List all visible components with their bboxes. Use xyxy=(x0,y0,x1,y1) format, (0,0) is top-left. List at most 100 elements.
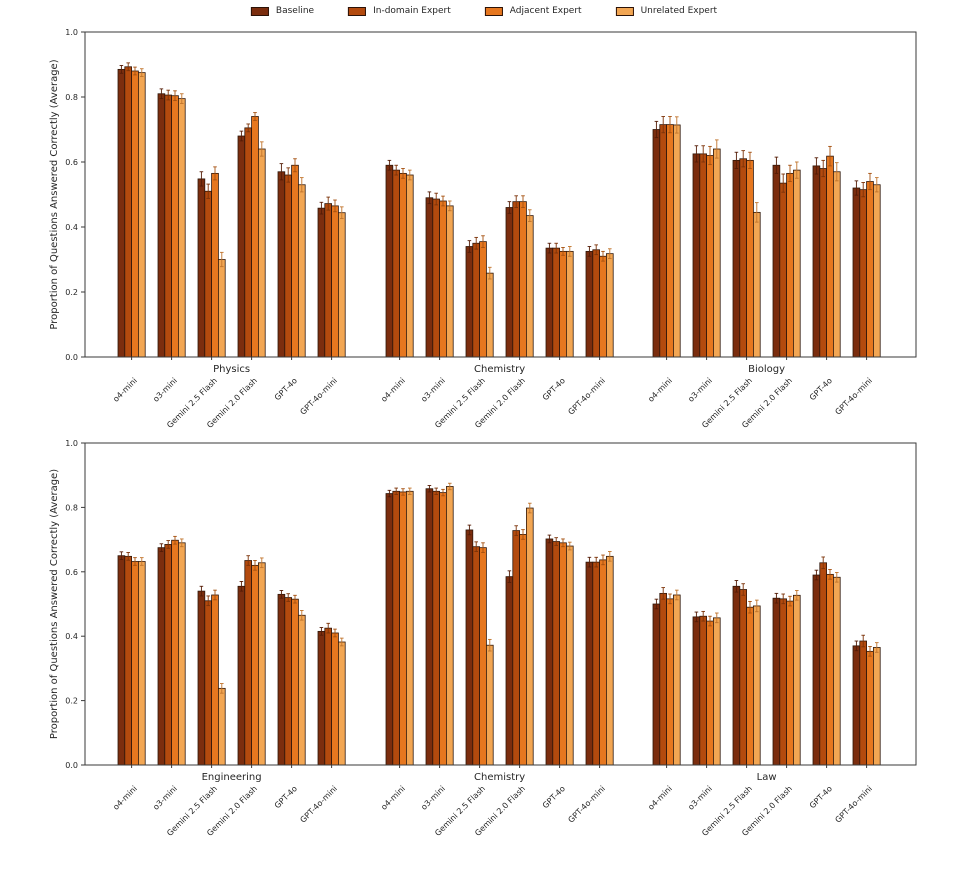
bar xyxy=(666,124,674,358)
bar xyxy=(237,585,246,766)
legend-swatch-baseline-icon xyxy=(250,6,269,16)
bar xyxy=(317,207,326,358)
bar xyxy=(692,153,701,358)
bar xyxy=(171,95,179,358)
legend-swatch-adjacent-icon xyxy=(484,6,503,16)
x-tick-label: o4-mini xyxy=(379,784,407,812)
bar xyxy=(405,490,414,766)
bar xyxy=(164,544,173,766)
bar xyxy=(559,542,567,766)
bar xyxy=(786,172,794,358)
bar xyxy=(859,640,867,766)
bar xyxy=(217,259,226,358)
bar xyxy=(217,687,226,766)
x-tick-label: o4-mini xyxy=(646,376,674,404)
bar xyxy=(124,555,133,766)
bar xyxy=(512,530,520,766)
legend-label: Unrelated Expert xyxy=(640,6,718,16)
bar xyxy=(826,155,834,358)
bar xyxy=(432,490,440,766)
bar xyxy=(866,650,874,766)
bar xyxy=(177,98,186,358)
x-tick-label: o4-mini xyxy=(111,376,139,404)
bar xyxy=(257,148,266,358)
bar xyxy=(244,560,253,766)
x-tick-label: GPT-4o-mini xyxy=(566,376,607,417)
group-label: Physics xyxy=(213,364,250,375)
legend-entry-adjacent-expert: Adjacent Expert xyxy=(484,6,582,16)
bar xyxy=(873,184,881,358)
bar xyxy=(137,561,146,766)
legend-entry-in-domain-expert: In-domain Expert xyxy=(348,6,451,16)
bar xyxy=(606,555,614,766)
bar xyxy=(324,203,332,358)
bar xyxy=(117,555,126,766)
bar xyxy=(425,197,434,358)
bar xyxy=(385,493,394,766)
bar xyxy=(606,253,614,358)
x-tick-label: GPT-4o-mini xyxy=(833,784,874,825)
bar xyxy=(124,66,133,358)
bar xyxy=(732,159,741,358)
y-axis-label: Proportion of Questions Answered Correct… xyxy=(49,59,60,329)
bar xyxy=(552,541,560,766)
bar xyxy=(237,135,246,358)
bar xyxy=(833,576,841,766)
bar xyxy=(277,593,286,766)
bar xyxy=(819,168,827,358)
bar xyxy=(713,617,721,766)
bottom-subplot: 0.0 0.2 0.4 0.6 0.8 1.0 Proportion of Question… xyxy=(49,439,917,838)
bar xyxy=(652,129,661,358)
bar xyxy=(793,594,801,766)
x-tick-label: GPT-4o xyxy=(273,376,299,402)
bar xyxy=(512,201,520,358)
legend-label: In-domain Expert xyxy=(373,6,451,16)
x-tick-label: GPT-4o xyxy=(808,376,834,402)
bar xyxy=(157,547,166,766)
bar xyxy=(297,184,306,358)
legend-entry-unrelated-expert: Unrelated Expert xyxy=(615,6,718,16)
bar xyxy=(251,564,259,766)
group-label: Chemistry xyxy=(474,772,525,783)
bar xyxy=(284,597,292,766)
bar xyxy=(659,124,667,358)
bar xyxy=(519,201,527,358)
bar xyxy=(692,616,701,766)
bar xyxy=(445,486,454,766)
bar xyxy=(659,592,667,766)
group-label: Biology xyxy=(748,364,785,375)
bar xyxy=(779,598,787,766)
axes-frame xyxy=(84,442,917,766)
x-tick-label: o3-mini xyxy=(151,376,179,404)
bar xyxy=(385,164,394,358)
bar xyxy=(753,211,761,358)
bar xyxy=(786,600,794,766)
bar xyxy=(526,215,534,358)
bar xyxy=(852,187,861,358)
chart-legend: Baseline In-domain Expert Adjacent Exper… xyxy=(250,6,718,16)
axes-frame xyxy=(84,31,917,358)
bar xyxy=(505,576,514,766)
x-tick-label: o4-mini xyxy=(111,784,139,812)
bar xyxy=(519,534,527,766)
bar xyxy=(585,561,594,766)
bar xyxy=(819,562,827,766)
x-tick-label: o4-mini xyxy=(646,784,674,812)
bar xyxy=(337,641,346,766)
bar xyxy=(592,249,600,358)
y-axis-label: Proportion of Questions Answered Correct… xyxy=(49,469,60,739)
x-tick-label: GPT-4o xyxy=(273,784,299,810)
x-tick-label: o4-mini xyxy=(379,376,407,404)
bar xyxy=(117,68,126,358)
bar xyxy=(859,189,867,358)
bar xyxy=(812,574,821,766)
bar xyxy=(244,127,253,358)
bar xyxy=(392,169,400,358)
bar xyxy=(592,561,600,766)
bar xyxy=(257,562,266,766)
bar xyxy=(706,155,714,358)
bar xyxy=(432,198,440,358)
y-tick-label: 1.0 xyxy=(65,439,78,448)
bar xyxy=(479,547,487,766)
bar xyxy=(753,605,761,766)
